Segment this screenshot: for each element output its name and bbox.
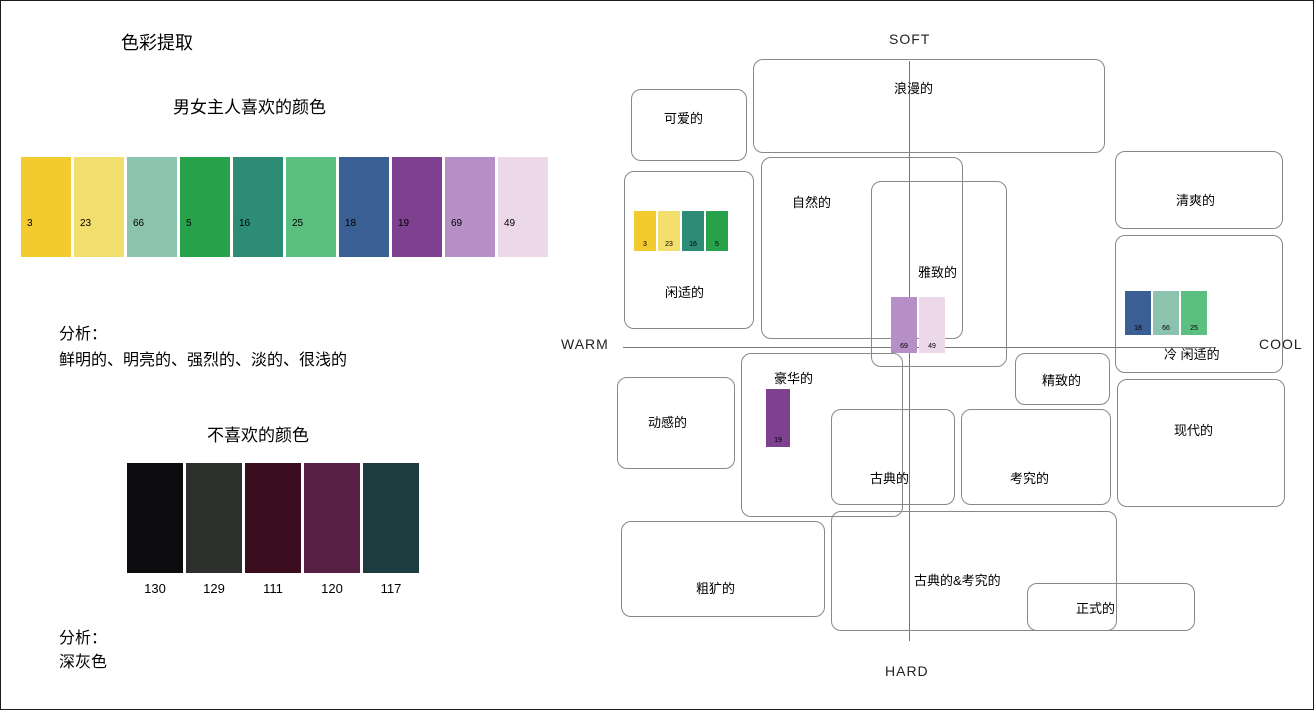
swatch-number: 111 (245, 581, 301, 596)
disliked-palette (127, 463, 419, 573)
swatch-number: 129 (186, 581, 242, 596)
title-liked: 男女主人喜欢的颜色 (173, 93, 326, 118)
zone-modern: 现代的 (1117, 379, 1285, 507)
color-swatch: 3 (21, 157, 71, 257)
mini-swatch: 5 (706, 211, 728, 251)
color-swatch (186, 463, 242, 573)
mini-swatch: 18 (1125, 291, 1151, 335)
zone-label: 豪华的 (774, 368, 813, 387)
zone-label: 闲适的 (665, 282, 704, 301)
zone-rough: 粗犷的 (621, 521, 825, 617)
zone-dynamic: 动感的 (617, 377, 735, 469)
mini-swatch: 25 (1181, 291, 1207, 335)
zone-label: 冷 闲适的 (1164, 344, 1220, 363)
axis-bottom: HARD (885, 663, 929, 679)
color-swatch: 19 (392, 157, 442, 257)
color-swatch: 25 (286, 157, 336, 257)
zone-label: 动感的 (648, 412, 687, 431)
zone-label: 雅致的 (918, 262, 957, 281)
color-swatch: 69 (445, 157, 495, 257)
color-swatch: 66 (127, 157, 177, 257)
zone-fresh: 清爽的 (1115, 151, 1283, 229)
analysis2-text: 深灰色 (59, 651, 107, 675)
zone-label: 古典的&考究的 (914, 570, 1001, 589)
color-swatch (245, 463, 301, 573)
zone-exquisite: 考究的 (961, 409, 1111, 505)
zone-romantic: 浪漫的 (753, 59, 1105, 153)
mini-swatch: 69 (891, 297, 917, 353)
zone-label: 精致的 (1042, 370, 1081, 389)
color-swatch: 49 (498, 157, 548, 257)
zone-refined: 精致的 (1015, 353, 1110, 405)
axis-top: SOFT (889, 31, 930, 47)
color-swatch: 23 (74, 157, 124, 257)
analysis1-label: 分析： (59, 323, 107, 347)
axis-left: WARM (561, 336, 609, 352)
liked-palette: 323665162518196949 (21, 157, 548, 257)
mini-swatch: 3 (634, 211, 656, 251)
zone-label: 粗犷的 (696, 578, 735, 597)
mini-swatch: 23 (658, 211, 680, 251)
cool-swatches: 186625 (1125, 291, 1207, 335)
analysis2-label: 分析： (59, 627, 107, 651)
zone-formal: 正式的 (1027, 583, 1195, 631)
swatch-number: 117 (363, 581, 419, 596)
color-swatch: 16 (233, 157, 283, 257)
zone-cute: 可爱的 (631, 89, 747, 161)
title-main: 色彩提取 (121, 29, 193, 55)
color-swatch: 5 (180, 157, 230, 257)
swatch-number: 130 (127, 581, 183, 596)
elegant-swatches: 6949 (891, 297, 945, 353)
leisure-swatches: 323165 (634, 211, 728, 251)
zone-label: 古典的 (870, 468, 909, 487)
mini-swatch: 16 (682, 211, 704, 251)
swatch-number: 120 (304, 581, 360, 596)
zone-label: 可爱的 (664, 108, 703, 127)
disliked-labels: 130129111120117 (127, 581, 419, 596)
zone-label: 现代的 (1174, 420, 1213, 439)
color-swatch: 18 (339, 157, 389, 257)
zone-label: 浪漫的 (894, 78, 933, 97)
color-swatch (363, 463, 419, 573)
zone-label: 自然的 (792, 192, 831, 211)
title-disliked: 不喜欢的颜色 (207, 421, 309, 446)
zone-label: 考究的 (1010, 468, 1049, 487)
mini-swatch: 49 (919, 297, 945, 353)
page: 色彩提取 男女主人喜欢的颜色 323665162518196949 分析： 鲜明… (0, 0, 1314, 710)
color-swatch (127, 463, 183, 573)
color-swatch (304, 463, 360, 573)
luxury-swatches: 19 (766, 389, 790, 447)
analysis1-text: 鲜明的、明亮的、强烈的、淡的、很浅的 (59, 349, 347, 373)
mini-swatch: 19 (766, 389, 790, 447)
zone-classical: 古典的 (831, 409, 955, 505)
zone-label: 正式的 (1076, 598, 1115, 617)
mini-swatch: 66 (1153, 291, 1179, 335)
zone-label: 清爽的 (1176, 190, 1215, 209)
